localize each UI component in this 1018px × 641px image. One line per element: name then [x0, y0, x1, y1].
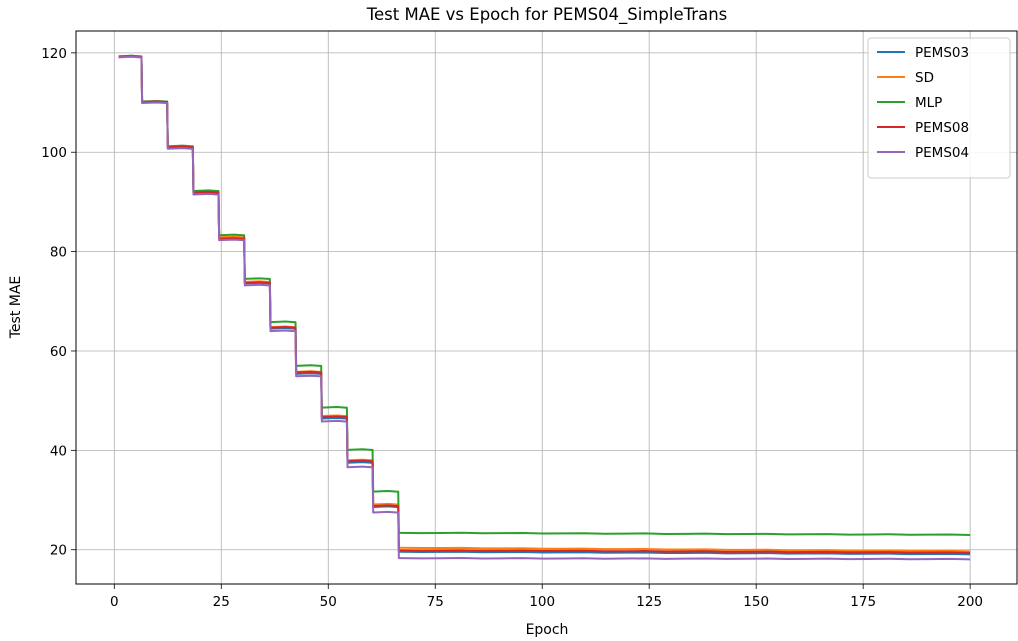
series-line-pems03 [118, 55, 971, 556]
axis-ticks: 0 25 50 75 100 125 150 175 200 20 40 60 80 100 120 [41, 46, 983, 610]
x-tick-label: 0 [110, 594, 119, 610]
x-tick-label: 125 [636, 594, 662, 610]
y-tick-label: 80 [50, 245, 67, 261]
x-tick-label: 100 [529, 594, 555, 610]
plot-lines [118, 54, 971, 561]
legend-label: PEMS04 [915, 145, 969, 161]
legend-label: PEMS03 [915, 45, 969, 61]
y-tick-label: 20 [50, 543, 67, 559]
x-tick-label: 50 [320, 594, 337, 610]
chart-title: Test MAE vs Epoch for PEMS04_SimpleTrans [366, 5, 728, 25]
legend: PEMS03 SD MLP PEMS08 PEMS04 [867, 37, 1011, 179]
series-line-pems08 [118, 55, 971, 554]
series-line-mlp [118, 54, 971, 537]
y-axis-label: Test MAE [8, 276, 24, 340]
series-line-pems04 [118, 55, 971, 561]
y-tick-label: 120 [41, 46, 67, 62]
y-tick-label: 60 [50, 344, 67, 360]
x-tick-label: 75 [427, 594, 444, 610]
x-tick-label: 200 [957, 594, 983, 610]
y-tick-label: 40 [50, 443, 67, 459]
x-tick-label: 175 [850, 594, 876, 610]
x-tick-label: 25 [213, 594, 230, 610]
legend-label: MLP [915, 95, 942, 111]
y-tick-label: 100 [41, 145, 67, 161]
plot-frame [75, 30, 1018, 585]
legend-box [867, 37, 1011, 179]
x-axis-label: Epoch [526, 622, 569, 638]
x-tick-label: 150 [743, 594, 769, 610]
legend-label: PEMS08 [915, 120, 969, 136]
legend-label: SD [915, 70, 934, 86]
series-line-sd [118, 54, 971, 553]
